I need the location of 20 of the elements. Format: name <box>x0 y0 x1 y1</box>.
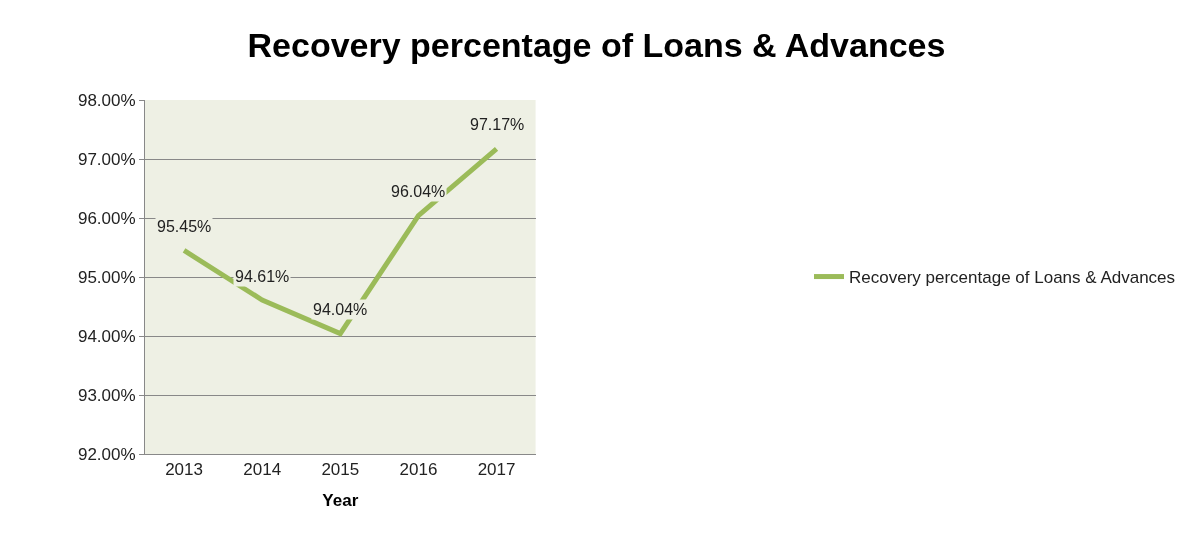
y-tick-label: 98.00% <box>77 90 136 110</box>
data-label: 95.45% <box>157 218 212 235</box>
y-tick-label: 97.00% <box>77 149 136 169</box>
data-label: 97.17% <box>470 116 525 133</box>
y-tick-label: 94.00% <box>77 326 136 346</box>
legend-label: Recovery percentage of Loans & Advances <box>849 268 1176 288</box>
data-label: 94.61% <box>235 268 290 285</box>
chart-title: Recovery percentage of Loans & Advances <box>247 26 946 65</box>
data-label: 94.04% <box>313 301 368 318</box>
y-tick-label: 95.00% <box>77 267 136 287</box>
y-tick-label: 92.00% <box>77 444 136 464</box>
x-tick-label: 2015 <box>321 460 360 480</box>
x-tick-label: 2016 <box>399 460 438 480</box>
x-tick-label: 2014 <box>243 460 282 480</box>
x-tick-label: 2017 <box>477 460 516 480</box>
x-axis-title: Year <box>322 490 359 510</box>
x-tick-label: 2013 <box>165 460 203 480</box>
data-label: 96.04% <box>391 183 446 200</box>
y-tick-label: 93.00% <box>77 385 136 405</box>
y-tick-label: 96.00% <box>77 208 136 228</box>
